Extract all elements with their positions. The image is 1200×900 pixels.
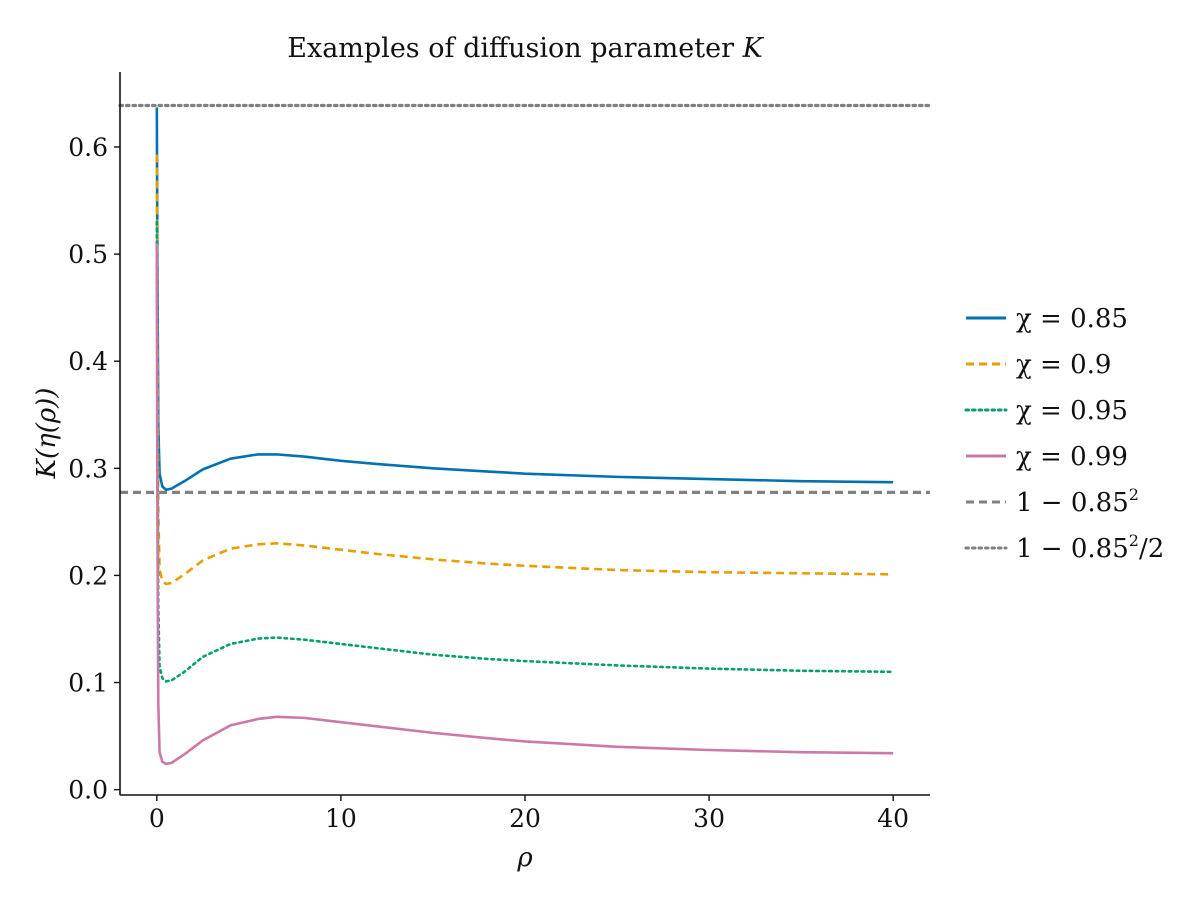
x-tick-label: 10: [325, 804, 357, 833]
y-ticks: 0.0 0.1 0.2 0.3 0.4 0.5 0.6: [68, 133, 120, 805]
chart-title: Examples of diffusion parameter K: [287, 33, 764, 64]
y-tick-label: 0.2: [68, 561, 108, 590]
x-tick-label: 30: [693, 804, 725, 833]
legend-label-5: 1 − 0.852: [1016, 485, 1139, 518]
y-tick-label: 0.6: [68, 133, 108, 162]
x-tick-label: 40: [877, 804, 909, 833]
y-tick-label: 0.3: [68, 454, 108, 483]
y-tick-label: 0.0: [68, 776, 108, 805]
y-tick-label: 0.5: [68, 240, 108, 269]
series-line-1: [155, 107, 894, 492]
legend-label-4: χ = 0.99: [1016, 442, 1128, 472]
x-tick-label: 20: [509, 804, 541, 833]
plot-lines: [118, 103, 932, 766]
series-line-2: [155, 154, 894, 586]
legend-label-3: χ = 0.95: [1016, 396, 1128, 426]
chart-title-text: Examples of diffusion parameter: [287, 33, 742, 64]
series-line-3: [155, 220, 895, 683]
legend-label-2: χ = 0.9: [1016, 350, 1111, 380]
x-axis-title: ρ: [516, 843, 533, 873]
y-axis-title: K(η(ρ)): [32, 388, 62, 480]
x-ticks: 0 10 20 30 40: [149, 795, 909, 833]
legend-label-6: 1 − 0.852/2: [1016, 531, 1164, 564]
legend-label-1: χ = 0.85: [1016, 304, 1128, 334]
y-tick-label: 0.4: [68, 347, 108, 376]
series-line-4: [155, 243, 894, 766]
chart-title-symbol: K: [742, 33, 765, 64]
y-tick-label: 0.1: [68, 669, 108, 698]
legend: χ = 0.85 χ = 0.9 χ = 0.95 χ = 0.99 1 − 0.852…: [964, 304, 1164, 564]
x-tick-label: 0: [149, 804, 165, 833]
